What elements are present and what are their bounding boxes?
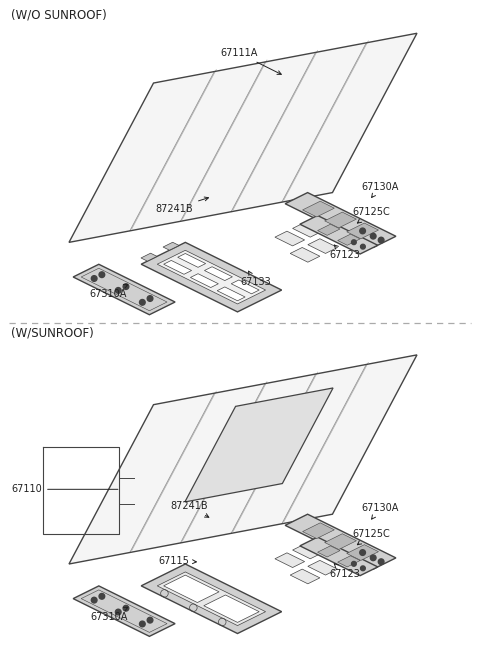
Polygon shape: [204, 267, 232, 281]
Polygon shape: [73, 264, 175, 315]
Text: 67125C: 67125C: [352, 207, 390, 223]
Text: 67110: 67110: [12, 484, 118, 495]
Polygon shape: [293, 222, 322, 237]
Polygon shape: [217, 287, 245, 300]
Circle shape: [351, 562, 356, 566]
Polygon shape: [191, 274, 218, 287]
Polygon shape: [324, 212, 357, 228]
Circle shape: [123, 605, 129, 611]
Circle shape: [147, 296, 153, 301]
Text: 67310A: 67310A: [89, 285, 128, 299]
Polygon shape: [308, 560, 337, 575]
Circle shape: [147, 617, 153, 623]
Polygon shape: [347, 223, 379, 239]
Circle shape: [115, 287, 121, 293]
Circle shape: [360, 550, 365, 556]
Circle shape: [123, 284, 129, 289]
Circle shape: [360, 244, 365, 249]
Polygon shape: [185, 388, 333, 502]
Circle shape: [378, 237, 384, 243]
Text: 67111A: 67111A: [220, 48, 281, 74]
Circle shape: [371, 234, 376, 239]
Text: 67125C: 67125C: [352, 529, 390, 544]
Polygon shape: [318, 546, 340, 557]
Circle shape: [378, 559, 384, 565]
Polygon shape: [231, 280, 259, 294]
Circle shape: [371, 555, 376, 561]
Text: (W/SUNROOF): (W/SUNROOF): [12, 327, 94, 339]
Circle shape: [99, 272, 105, 277]
Polygon shape: [337, 234, 360, 245]
Polygon shape: [73, 586, 175, 636]
Polygon shape: [302, 523, 335, 539]
Polygon shape: [204, 595, 259, 623]
Text: 67133: 67133: [240, 271, 271, 287]
Polygon shape: [347, 544, 379, 560]
Polygon shape: [141, 564, 282, 634]
Polygon shape: [302, 201, 335, 217]
Polygon shape: [141, 253, 157, 261]
Circle shape: [140, 300, 145, 305]
Text: 67123: 67123: [329, 564, 360, 579]
Circle shape: [115, 609, 121, 615]
Polygon shape: [163, 242, 179, 250]
Polygon shape: [69, 33, 417, 242]
Polygon shape: [324, 534, 357, 550]
Text: 67123: 67123: [329, 245, 360, 260]
Circle shape: [351, 240, 356, 245]
Polygon shape: [164, 260, 192, 274]
Circle shape: [360, 228, 365, 234]
Polygon shape: [285, 193, 396, 247]
Circle shape: [360, 566, 365, 571]
Text: 87241B: 87241B: [170, 501, 209, 518]
Polygon shape: [285, 514, 396, 569]
Polygon shape: [300, 215, 378, 254]
Circle shape: [91, 598, 97, 603]
Text: 87241B: 87241B: [156, 197, 208, 213]
Text: 67115: 67115: [158, 556, 196, 566]
Polygon shape: [178, 253, 205, 268]
Polygon shape: [290, 247, 320, 262]
Polygon shape: [290, 569, 320, 584]
Circle shape: [140, 621, 145, 626]
Polygon shape: [293, 544, 322, 559]
Polygon shape: [157, 251, 265, 304]
Text: (W/O SUNROOF): (W/O SUNROOF): [12, 9, 107, 22]
Polygon shape: [164, 575, 219, 602]
Text: 67310A: 67310A: [91, 607, 128, 622]
Polygon shape: [275, 553, 305, 567]
Text: 67130A: 67130A: [361, 503, 399, 519]
Polygon shape: [141, 242, 282, 312]
Text: 67130A: 67130A: [361, 182, 399, 197]
Polygon shape: [308, 239, 337, 253]
Polygon shape: [275, 231, 305, 246]
Circle shape: [99, 594, 105, 599]
Polygon shape: [69, 355, 417, 564]
Circle shape: [91, 276, 97, 281]
Polygon shape: [157, 572, 265, 626]
Polygon shape: [300, 537, 378, 576]
Polygon shape: [318, 224, 340, 236]
Polygon shape: [337, 556, 360, 567]
